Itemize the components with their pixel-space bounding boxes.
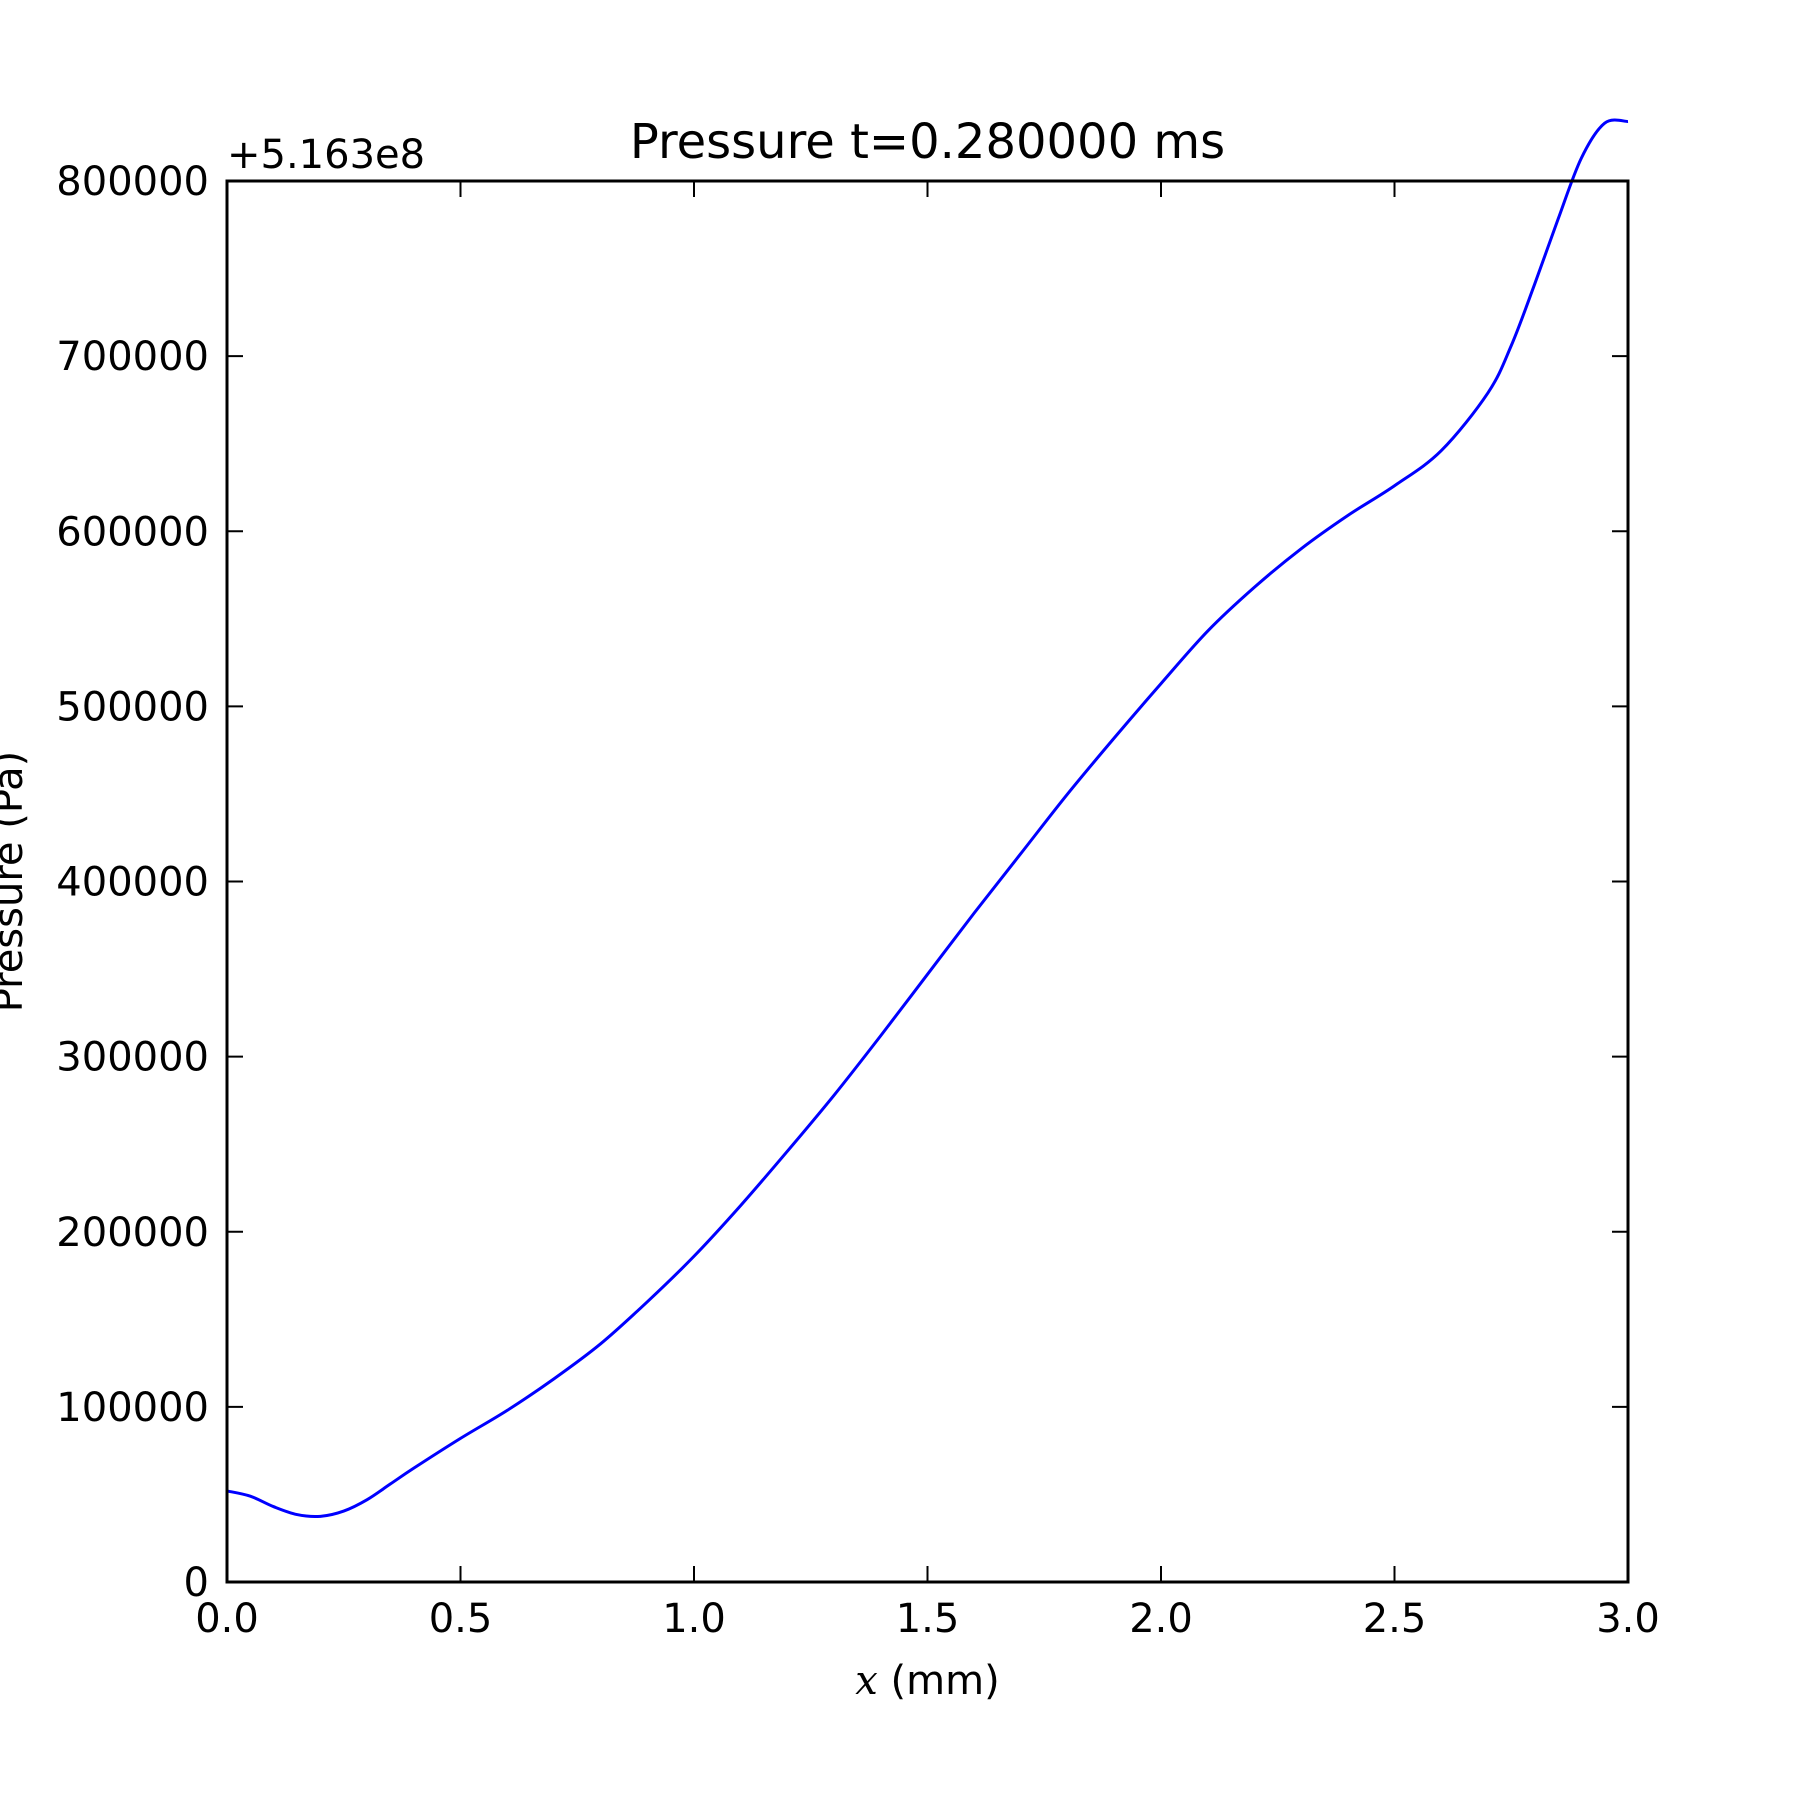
y-axis-label: Pressure (Pa) [0,751,32,1013]
x-tick-label: 1.0 [662,1596,726,1642]
x-tick-label: 1.5 [896,1596,960,1642]
x-axis-label: x (mm) [855,1658,999,1704]
x-tick-label: 2.0 [1129,1596,1193,1642]
y-offset-label: +5.163e8 [227,132,425,178]
y-tick-label: 800000 [56,159,209,205]
y-tick-label: 200000 [56,1210,209,1256]
y-tick-label: 600000 [56,509,209,555]
x-tick-label: 3.0 [1596,1596,1660,1642]
y-tick-label: 300000 [56,1035,209,1081]
y-tick-label: 400000 [56,860,209,906]
y-tick-label: 100000 [56,1385,209,1431]
series-line-0 [226,118,1629,1519]
series-layer [226,118,1629,1519]
chart-title: Pressure t=0.280000 ms [630,114,1225,170]
y-tick-label: 700000 [56,334,209,380]
x-tick-label: 0.0 [195,1596,259,1642]
x-axis-unit: (mm) [878,1658,1000,1704]
x-tick-label: 2.5 [1363,1596,1427,1642]
plot-frame [225,179,1630,1584]
y-tick-label: 0 [184,1560,209,1606]
x-tick-label: 0.5 [429,1596,493,1642]
axis-ticks: 0.0 0.5 1.0 1.5 2.0 2.5 3.0 0 100000 200000 300000… [56,159,1660,1642]
y-tick-label: 500000 [56,684,209,730]
x-axis-symbol: x [855,1658,878,1704]
